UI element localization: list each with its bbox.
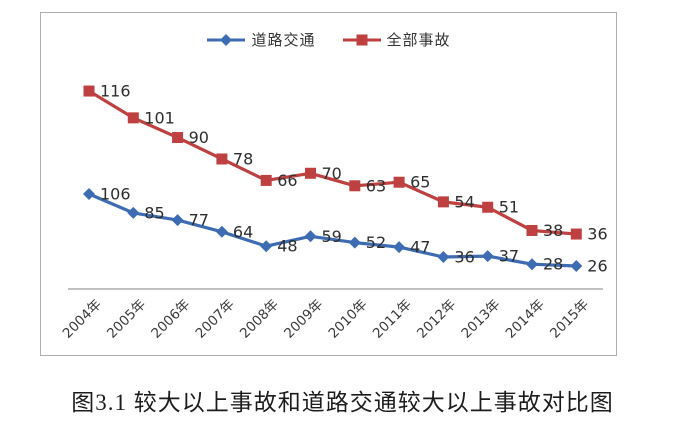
svg-text:2013年: 2013年 — [458, 297, 503, 342]
svg-text:64: 64 — [233, 222, 253, 241]
svg-text:90: 90 — [189, 128, 209, 147]
svg-text:36: 36 — [454, 248, 474, 267]
chart-legend: 道路交通 全部事故 — [41, 29, 616, 50]
legend-label-road-traffic: 道路交通 — [251, 31, 316, 49]
svg-text:2004年: 2004年 — [60, 297, 105, 342]
svg-text:65: 65 — [410, 173, 430, 192]
legend-item-all-accidents: 全部事故 — [342, 29, 451, 50]
svg-text:85: 85 — [144, 203, 164, 222]
svg-text:38: 38 — [543, 221, 563, 240]
svg-text:2007年: 2007年 — [193, 297, 238, 342]
svg-text:70: 70 — [322, 164, 342, 183]
svg-text:36: 36 — [587, 225, 607, 244]
svg-text:51: 51 — [499, 198, 519, 217]
svg-text:2011年: 2011年 — [370, 297, 415, 342]
svg-text:2008年: 2008年 — [237, 297, 282, 342]
svg-text:77: 77 — [189, 211, 209, 230]
svg-text:101: 101 — [144, 108, 175, 127]
svg-text:2012年: 2012年 — [414, 297, 459, 342]
svg-text:37: 37 — [499, 247, 519, 266]
svg-text:2015年: 2015年 — [547, 297, 592, 342]
svg-text:2005年: 2005年 — [104, 297, 149, 342]
svg-text:63: 63 — [366, 176, 386, 195]
svg-text:66: 66 — [277, 171, 297, 190]
svg-text:54: 54 — [454, 192, 474, 211]
series-道路交通: 106 85 77 64 48 59 52 47 36 37 28 26 — [83, 185, 608, 276]
svg-text:2009年: 2009年 — [281, 297, 326, 342]
line-chart-plot: 2004年 2005年 2006年 2007年 2008年 2009年 2010年 2011年… — [60, 82, 608, 342]
svg-text:106: 106 — [100, 185, 131, 204]
svg-text:28: 28 — [543, 255, 563, 274]
svg-text:26: 26 — [587, 257, 607, 276]
figure-caption: 图3.1 较大以上事故和道路交通较大以上事故对比图 — [71, 390, 614, 415]
svg-text:116: 116 — [100, 82, 131, 101]
svg-text:2010年: 2010年 — [325, 297, 370, 342]
blue-diamond-line-icon — [206, 33, 246, 47]
series-全部事故: 116 101 90 78 66 70 63 65 54 51 38 36 — [83, 82, 608, 244]
svg-text:78: 78 — [233, 149, 253, 168]
chart-frame: 2004年 2005年 2006年 2007年 2008年 2009年 2010年 2011年… — [40, 12, 617, 356]
svg-text:47: 47 — [410, 238, 430, 257]
legend-label-all-accidents: 全部事故 — [386, 31, 451, 49]
svg-text:52: 52 — [366, 233, 386, 252]
red-square-line-icon — [342, 33, 382, 47]
svg-text:48: 48 — [277, 237, 297, 256]
legend-item-road-traffic: 道路交通 — [206, 29, 315, 50]
svg-text:2006年: 2006年 — [148, 297, 193, 342]
svg-text:2014年: 2014年 — [503, 297, 548, 342]
svg-text:59: 59 — [322, 227, 342, 246]
